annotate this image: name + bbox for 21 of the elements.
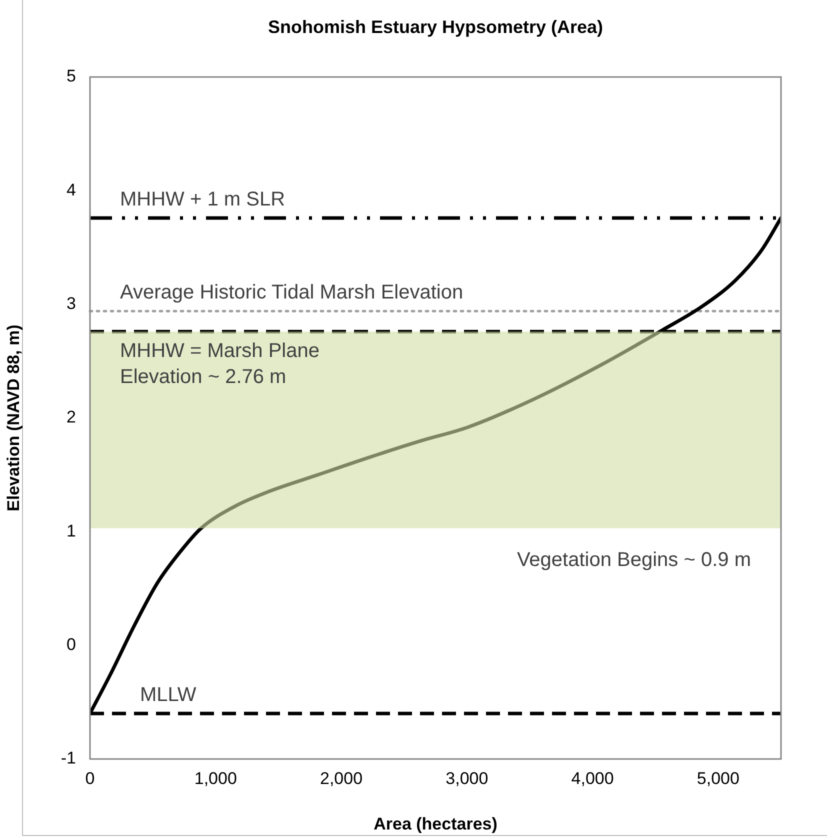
ref-line-label: MLLW	[140, 684, 196, 706]
y-tick-label: 4	[66, 180, 76, 200]
x-axis-title: Area (hectares)	[374, 814, 498, 834]
ref-line-label: MHHW + 1 m SLR	[120, 188, 286, 210]
y-tick-label: 5	[66, 66, 76, 86]
x-tick-label: 2,000	[320, 768, 363, 788]
y-axis-title: Elevation (NAVD 88, m)	[4, 324, 23, 512]
y-tick-label: 2	[66, 408, 76, 427]
y-tick-label: 0	[66, 635, 76, 654]
x-tick-label: 5,000	[696, 768, 740, 788]
x-tick-label: 4,000	[571, 768, 614, 788]
x-tick-label: 1,000	[194, 768, 237, 788]
band-label: Vegetation Begins ~ 0.9 m	[516, 548, 751, 571]
ref-line-label: Average Historic Tidal Marsh Elevation	[120, 282, 464, 304]
y-tick-label: 1	[66, 521, 76, 540]
ref-line-label: MHHW = Marsh Plane Elevation ~ 2.76 m	[120, 340, 320, 388]
y-tick-label: -1	[60, 748, 76, 768]
x-tick-label: 3,000	[446, 768, 488, 788]
x-tick-label: 0	[85, 768, 95, 788]
y-tick-label: 3	[66, 294, 76, 314]
chart-title: Snohomish Estuary Hypsometry (Area)	[268, 16, 604, 37]
